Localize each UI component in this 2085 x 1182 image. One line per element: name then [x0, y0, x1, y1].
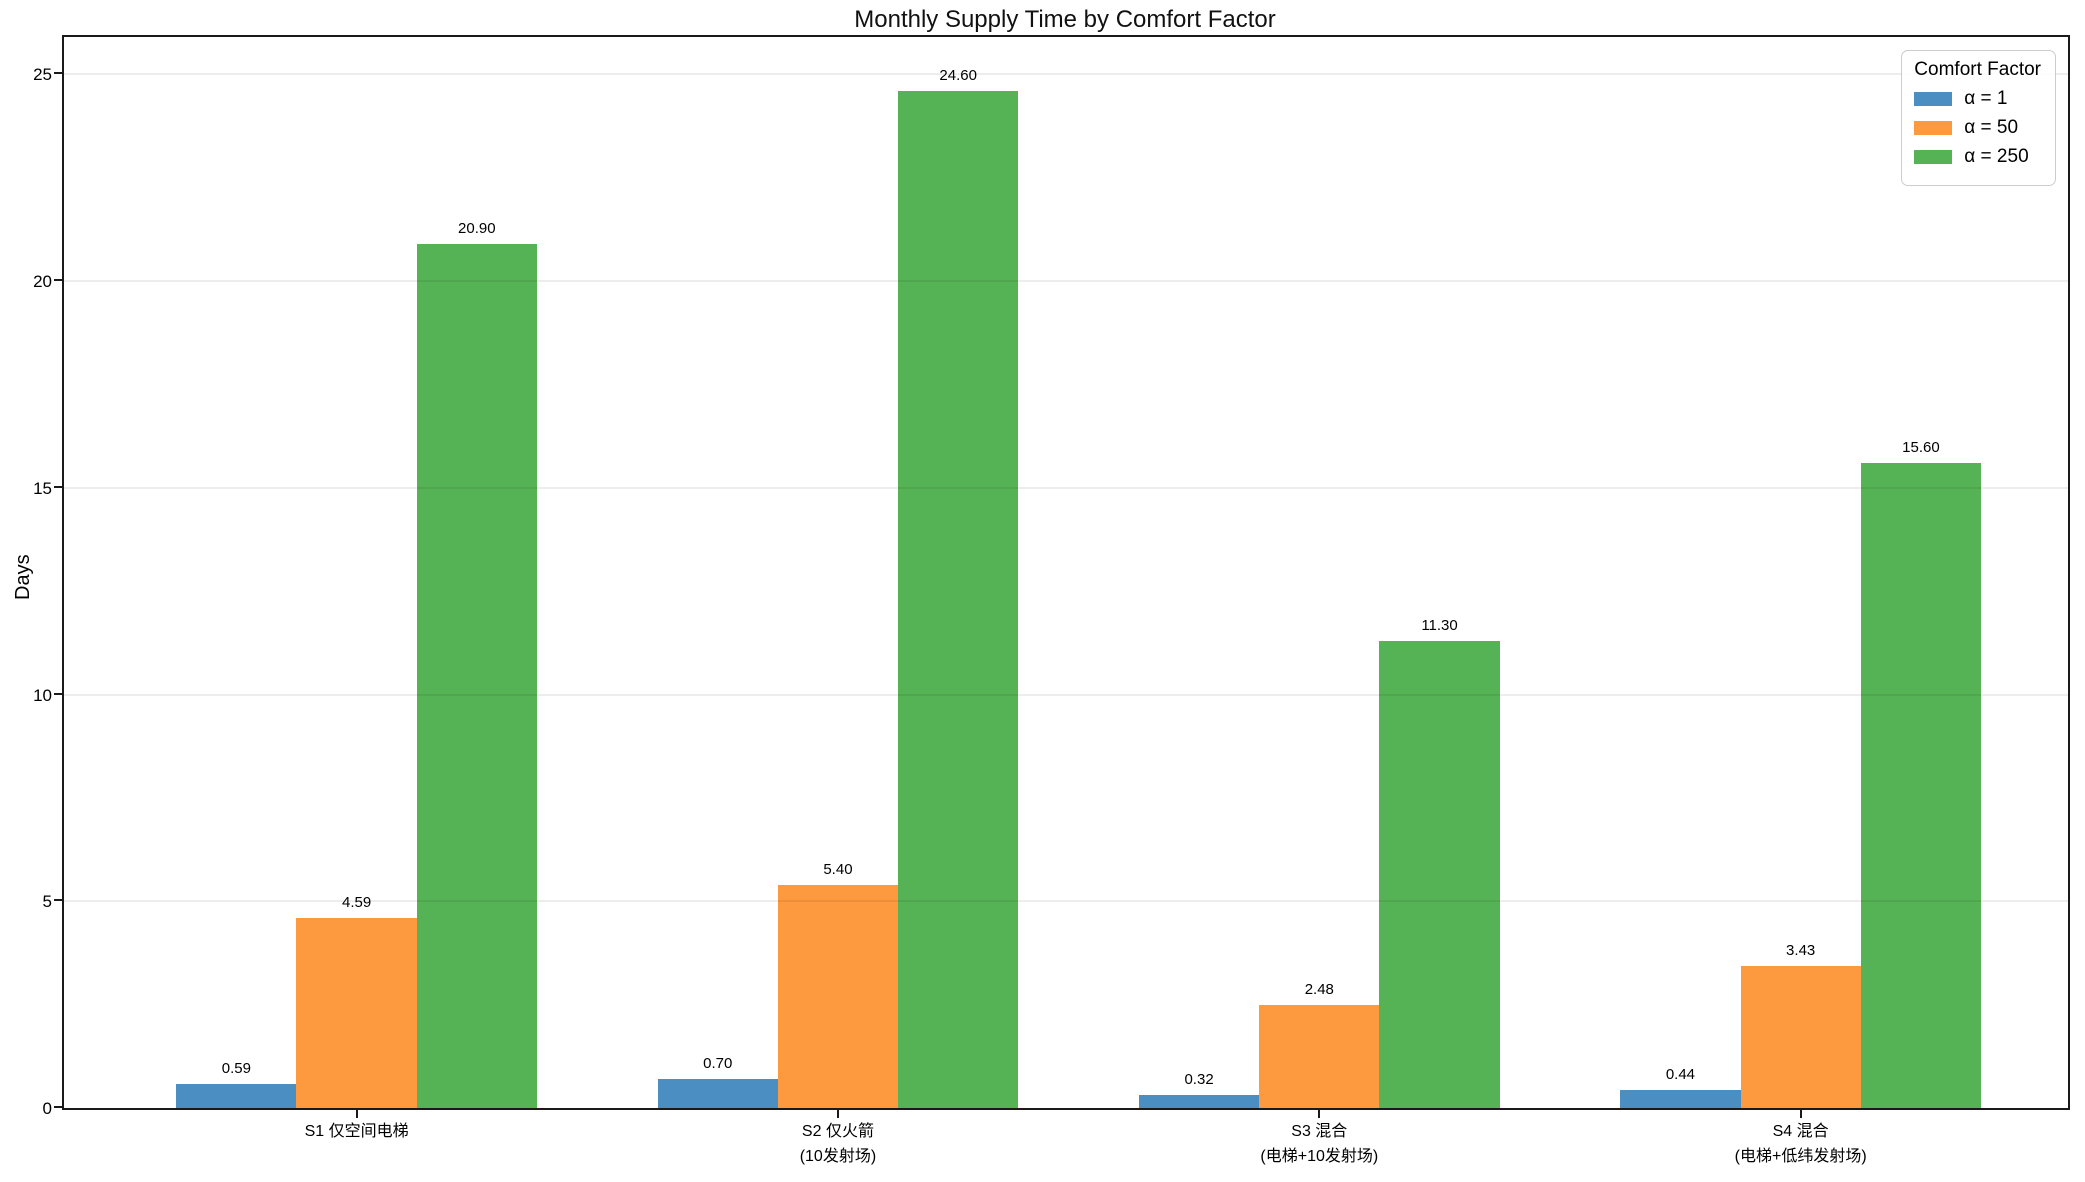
legend: Comfort Factor α = 1 α = 50 α = 250 [1901, 50, 2056, 186]
legend-title: Comfort Factor [1914, 59, 2041, 80]
bar [777, 884, 899, 1108]
x-tick-label: S1 仅空间电梯 [304, 1123, 409, 1140]
bar-value-label: 2.48 [1304, 981, 1334, 999]
bar [1860, 462, 1982, 1108]
bar [657, 1079, 778, 1108]
y-tick-label: 5 [42, 892, 52, 912]
y-tick-mark [54, 899, 62, 902]
x-tick-mark [1318, 1110, 1321, 1118]
legend-entry-label: α = 50 [1964, 117, 2019, 138]
y-tick-mark [54, 692, 62, 695]
y-gridline [64, 73, 2068, 76]
x-tick-mark [836, 1110, 839, 1118]
bar-value-label: 0.70 [703, 1055, 733, 1073]
plot-area: 0.59 4.59 20.90 0.70 5.40 24.60 0.32 2.48 11.30 0… [33, 35, 2070, 1165]
bar [296, 918, 417, 1108]
bar-value-label: 11.30 [1421, 616, 1458, 634]
x-tick-label: S3 混合 (电梯+10发射场) [1260, 1123, 1379, 1165]
y-tick-mark [54, 485, 62, 488]
y-tick-mark [54, 72, 62, 75]
legend-entry: α = 1 [1914, 88, 2041, 110]
bar [1138, 1094, 1260, 1108]
legend-swatch [1914, 121, 1953, 135]
legend-entry-label: α = 250 [1964, 146, 2029, 167]
bar [416, 243, 537, 1108]
bar-value-label: 20.90 [458, 219, 496, 237]
x-tick-mark [1799, 1110, 1802, 1118]
bar [1740, 966, 1861, 1108]
bar-value-label: 4.59 [341, 894, 372, 912]
bar-value-label: 0.32 [1184, 1070, 1214, 1088]
x-tick-label: S4 混合 (电梯+低纬发射场) [1734, 1123, 1867, 1165]
y-tick-label: 0 [42, 1099, 52, 1118]
bar [176, 1083, 297, 1108]
legend-entry: α = 50 [1914, 117, 2041, 139]
bar-value-label: 0.44 [1665, 1065, 1696, 1083]
y-tick-label: 25 [33, 65, 52, 85]
bar-value-label: 5.40 [823, 860, 853, 878]
legend-entries: α = 1 α = 50 α = 250 [1914, 88, 2041, 168]
y-tick-mark [54, 1106, 62, 1108]
y-tick-label: 10 [33, 685, 52, 705]
bar-value-label: 3.43 [1786, 942, 1816, 960]
bar-value-label: 0.59 [221, 1059, 251, 1077]
y-tick-label: 20 [33, 271, 52, 291]
y-tick-mark [54, 278, 62, 281]
bar [1259, 1005, 1380, 1108]
bar-value-label: 15.60 [1902, 438, 1940, 456]
chart-title: Monthly Supply Time by Comfort Factor [854, 6, 1276, 33]
y-gridline [64, 900, 2068, 903]
y-gridline [64, 693, 2068, 696]
bar-value-label: 24.60 [939, 66, 977, 84]
legend-swatch [1914, 92, 1953, 106]
legend-entry-label: α = 1 [1964, 88, 2008, 109]
y-tick-label: 15 [33, 478, 52, 498]
bar [1379, 640, 1500, 1108]
bar [1620, 1089, 1741, 1108]
bar [898, 90, 1019, 1108]
x-tick-label: S2 仅火箭 (10发射场) [799, 1123, 877, 1165]
legend-entry: α = 250 [1914, 146, 2041, 168]
y-axis-label: Days [12, 554, 34, 600]
x-tick-mark [355, 1110, 358, 1118]
y-gridline [64, 486, 2068, 489]
legend-swatch [1914, 150, 1953, 164]
y-gridline [64, 279, 2068, 282]
